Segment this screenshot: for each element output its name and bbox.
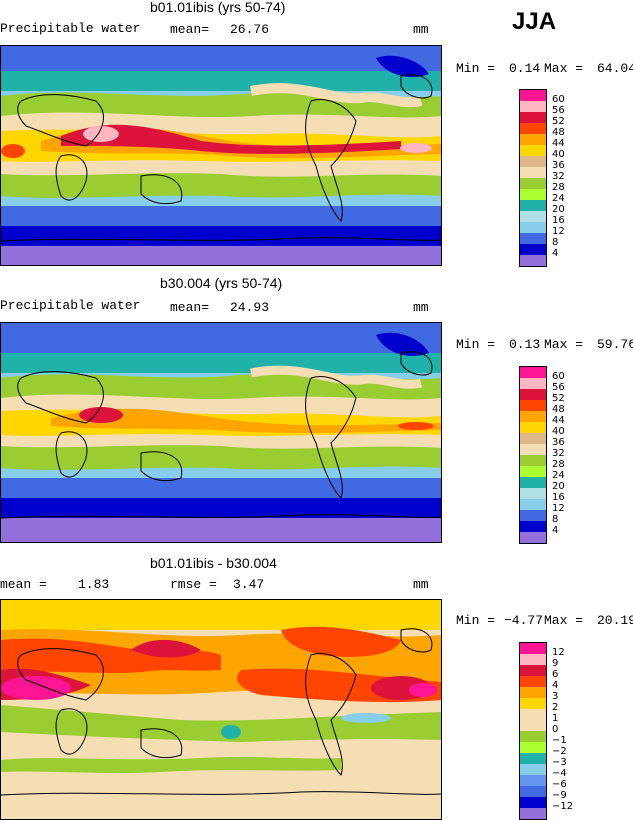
- panel-1-max-label: Max =: [544, 61, 584, 76]
- panel-1-mean-value: 26.76: [230, 22, 270, 37]
- panel-3-cb-label: 1: [552, 713, 559, 724]
- panel-1-title: b01.01ibis (yrs 50-74): [150, 0, 286, 15]
- panel-1-cb-label: 56: [552, 105, 565, 116]
- panel-1-cb-label: 24: [552, 193, 565, 204]
- panel-1-cb-label: 20: [552, 204, 565, 215]
- panel-2-cb-label: 28: [552, 459, 565, 470]
- panel-1-min-label: Min =: [456, 61, 496, 76]
- panel-3-min-value: −4.77: [504, 613, 544, 628]
- panel-2-title: b30.004 (yrs 50-74): [160, 275, 283, 291]
- panel-3-cb-label: −9: [552, 790, 567, 801]
- panel-3-mean-label: mean =: [0, 577, 47, 592]
- panel-1-cb-label: 8: [552, 237, 559, 248]
- season-label: JJA: [512, 8, 557, 35]
- panel-2-cb-label: 60: [552, 371, 565, 382]
- panel-2-cb-label: 40: [552, 426, 565, 437]
- panel-2-cb-label: 20: [552, 481, 565, 492]
- panel-1-max-value: 64.04: [597, 61, 633, 76]
- panel-1-cb-label: 44: [552, 138, 565, 149]
- panel-3-title: b01.01ibis - b30.004: [150, 555, 277, 571]
- panel-1-left-label: Precipitable water: [0, 21, 141, 36]
- panel-3-cb-label: 2: [552, 702, 559, 713]
- panel-2-colorbar: [519, 366, 547, 544]
- panel-2-cb-label: 52: [552, 393, 565, 404]
- panel-2-cb-label: 24: [552, 470, 565, 481]
- panel-3-rmse-label: rmse =: [170, 577, 217, 592]
- panel-1-cb-label: 52: [552, 116, 565, 127]
- panel-1-map: [0, 45, 442, 266]
- panel-1-cb-label: 32: [552, 171, 565, 182]
- panel-2-max-label: Max =: [544, 337, 584, 352]
- panel-2-units: mm: [413, 300, 429, 315]
- panel-2-min-value: 0.13: [509, 337, 541, 352]
- panel-2-min-label: Min =: [456, 337, 496, 352]
- panel-2-cb-label: 16: [552, 492, 565, 503]
- panel-3-cb-label: −12: [552, 801, 574, 812]
- panel-2-cb-label: 48: [552, 404, 565, 415]
- panel-3-cb-label: 9: [552, 658, 559, 669]
- panel-2-cb-label: 32: [552, 448, 565, 459]
- panel-3-colorbar: [519, 642, 547, 820]
- panel-2-cb-label: 8: [552, 514, 559, 525]
- panel-1-cb-label: 40: [552, 149, 565, 160]
- panel-3-cb-label: 12: [552, 647, 565, 658]
- panel-2-cb-label: 4: [552, 525, 559, 536]
- panel-1-cb-label: 12: [552, 226, 565, 237]
- panel-3-cb-label: 3: [552, 691, 559, 702]
- panel-1-cb-label: 28: [552, 182, 565, 193]
- panel-3-cb-label: −2: [552, 746, 567, 757]
- panel-3-max-label: Max =: [544, 613, 584, 628]
- panel-3-units: mm: [413, 577, 429, 592]
- panel-3-max-value: 20.19: [597, 613, 633, 628]
- panel-1-min-value: 0.14: [509, 61, 541, 76]
- panel-2-mean-value: 24.93: [230, 300, 270, 315]
- panel-3-cb-label: −3: [552, 757, 567, 768]
- panel-2-max-value: 59.76: [597, 337, 633, 352]
- panel-3-cb-label: −6: [552, 779, 567, 790]
- panel-3-cb-label: −4: [552, 768, 567, 779]
- panel-3-cb-label: 4: [552, 680, 559, 691]
- panel-1-cb-label: 48: [552, 127, 565, 138]
- panel-2-cb-label: 36: [552, 437, 565, 448]
- panel-1-cb-label: 4: [552, 248, 559, 259]
- panel-2-map: [0, 322, 442, 543]
- panel-2-mean-label: mean=: [170, 300, 210, 315]
- panel-1-cb-label: 36: [552, 160, 565, 171]
- panel-2-cb-label: 12: [552, 503, 565, 514]
- panel-3-cb-label: 6: [552, 669, 559, 680]
- panel-3-cb-label: −1: [552, 735, 567, 746]
- panel-1-cb-label: 60: [552, 94, 565, 105]
- panel-3-rmse-value: 3.47: [233, 577, 265, 592]
- panel-1-cb-label: 16: [552, 215, 565, 226]
- panel-2-cb-label: 56: [552, 382, 565, 393]
- panel-2-cb-label: 44: [552, 415, 565, 426]
- panel-3-cb-label: 0: [552, 724, 559, 735]
- panel-3-mean-value: 1.83: [78, 577, 110, 592]
- panel-1-colorbar: [519, 89, 547, 267]
- panel-1-mean-label: mean=: [170, 22, 210, 37]
- panel-3-map: [0, 599, 442, 820]
- panel-3-min-label: Min =: [456, 613, 496, 628]
- panel-2-left-label: Precipitable water: [0, 298, 141, 313]
- panel-1-units: mm: [413, 22, 429, 37]
